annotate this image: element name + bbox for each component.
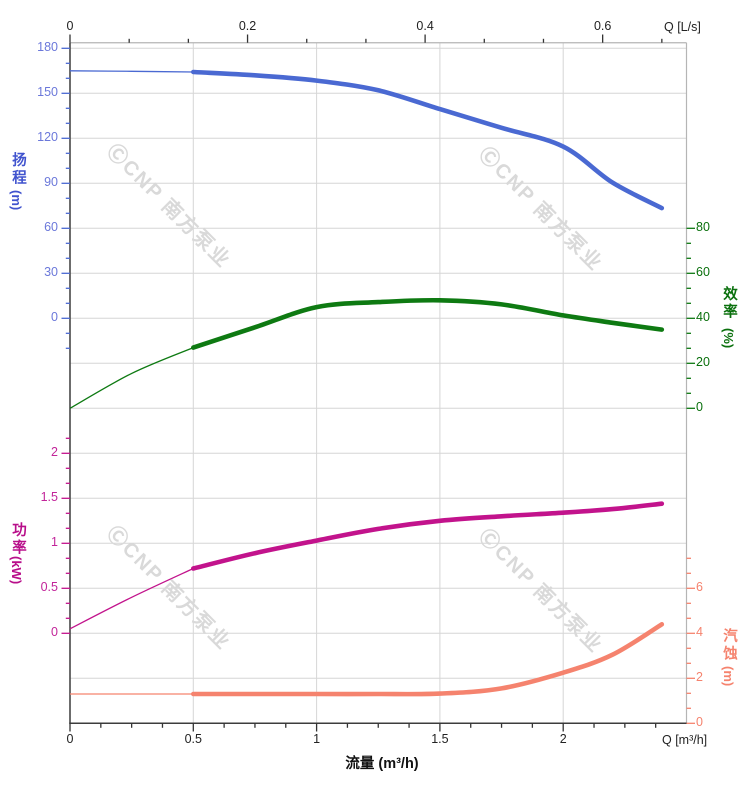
bottom-axis-tick-label: 1 (313, 732, 321, 746)
efficiency-axis-tick-label: 0 (696, 400, 703, 415)
bottom-axis-tick-label: 2 (559, 732, 567, 746)
efficiency-axis-unit: (%) (721, 328, 736, 349)
efficiency-axis-tick-label: 40 (696, 310, 710, 325)
head-curve (191, 69, 665, 211)
top-axis-tick-label: 0.6 (593, 19, 612, 33)
npsh-axis-tick-label: 2 (696, 670, 703, 685)
power-axis-tick-label: 2 (51, 445, 58, 460)
head-axis-tick-label: 180 (37, 40, 58, 55)
efficiency-curve-thin (69, 347, 194, 409)
top-axis-tick-label: 0 (66, 19, 74, 33)
efficiency-axis-tick-label: 80 (696, 220, 710, 235)
head-axis-tick-label: 120 (37, 130, 58, 145)
head-axis-tick-label: 60 (44, 220, 58, 235)
top-axis-tick-label: 0.2 (238, 19, 257, 33)
head-axis-tick-label: 0 (51, 310, 58, 325)
power-axis-tick-label: 0 (51, 625, 58, 640)
head-axis-tick-label: 30 (44, 265, 58, 280)
power-axis-tick-label: 1 (51, 535, 58, 550)
npsh-axis-tick-label: 0 (696, 715, 703, 730)
power-axis-tick-label: 0.5 (40, 580, 58, 595)
x-axis-title: 流量 (m³/h) (345, 756, 419, 772)
npsh-axis-tick-label: 6 (696, 580, 703, 595)
npsh-axis-tick-label: 4 (696, 625, 703, 640)
npsh-axis-title: 汽蚀 (721, 628, 737, 663)
power-axis-title: 功率 (10, 522, 26, 557)
bottom-axis-unit-label: Q [m³/h] (662, 733, 708, 747)
npsh-axis-unit: (m) (721, 666, 736, 687)
power-axis-tick-label: 1.5 (40, 490, 58, 505)
head-axis-tick-label: 90 (44, 175, 58, 190)
top-axis-tick-label: 0.4 (416, 19, 434, 33)
power-curve-thin (69, 567, 194, 630)
power-axis-unit: (kW) (9, 556, 24, 585)
power-curve (191, 501, 665, 571)
npsh-curve (191, 622, 665, 697)
bottom-axis-tick-label: 1.5 (431, 732, 449, 746)
bottom-axis-tick-label: 0.5 (184, 732, 202, 746)
head-axis-tick-label: 150 (37, 85, 58, 100)
efficiency-axis-tick-label: 20 (696, 355, 710, 370)
efficiency-curve (191, 297, 665, 350)
head-axis-unit: (m) (9, 190, 24, 211)
top-axis-unit-label: Q [L/s] (664, 20, 701, 34)
head-axis-title: 扬程 (10, 152, 26, 187)
efficiency-axis-tick-label: 60 (696, 265, 710, 280)
head-curve-thin (69, 70, 194, 73)
bottom-axis-tick-label: 0 (66, 732, 74, 746)
efficiency-axis-title: 效率 (721, 286, 737, 321)
